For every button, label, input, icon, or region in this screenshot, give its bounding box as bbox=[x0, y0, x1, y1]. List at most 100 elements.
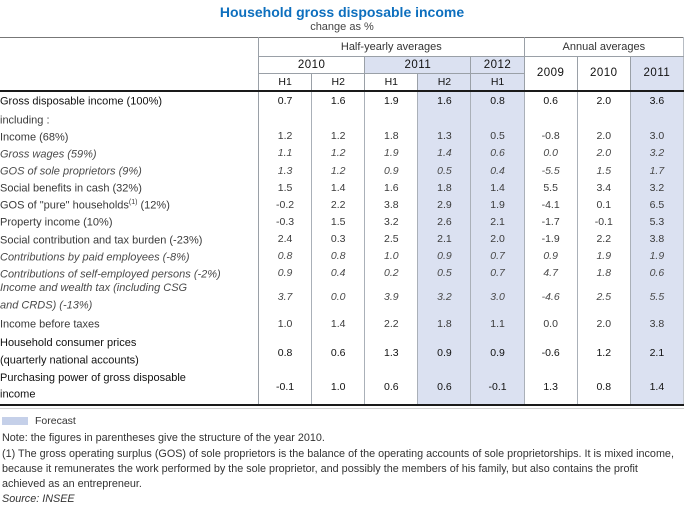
corner-cell bbox=[0, 37, 260, 92]
header-year-2011-annual: 2011 bbox=[630, 56, 684, 92]
value-cell: 2.0 bbox=[470, 230, 525, 248]
value-cell: 0.4 bbox=[470, 161, 525, 180]
header-h1-2012: H1 bbox=[470, 73, 525, 92]
value-cell: 2.1 bbox=[630, 334, 684, 371]
table-row: Gross disposable income (100%) 0.7 1.6 1.9… bbox=[0, 90, 684, 111]
header-year-2011-half: 2011 bbox=[364, 56, 472, 74]
forecast-swatch-icon bbox=[2, 416, 28, 425]
value-cell: 1.9 bbox=[364, 90, 419, 111]
value-cell: -5.5 bbox=[524, 161, 578, 180]
value-cell: -0.3 bbox=[258, 213, 313, 231]
value-cell: 1.4 bbox=[470, 179, 525, 197]
value-cell bbox=[258, 110, 313, 128]
header-year-2010-half: 2010 bbox=[258, 56, 366, 74]
table-underline bbox=[0, 407, 684, 409]
value-cell: 0.9 bbox=[417, 247, 472, 265]
table-row: Income and wealth tax (including CSG and… bbox=[0, 282, 684, 313]
value-cell: 3.2 bbox=[417, 282, 472, 313]
value-cell: 1.2 bbox=[311, 127, 366, 145]
note-structure: Note: the figures in parentheses give th… bbox=[2, 431, 325, 444]
value-cell: 2.0 bbox=[577, 312, 631, 335]
row-label: Social benefits in cash (32%) bbox=[0, 179, 260, 197]
value-cell: 0.6 bbox=[630, 264, 684, 283]
value-cell: 1.9 bbox=[470, 196, 525, 214]
value-cell: 0.9 bbox=[470, 334, 525, 371]
value-cell: 5.3 bbox=[630, 213, 684, 231]
value-cell: 6.5 bbox=[630, 196, 684, 214]
value-cell: -0.1 bbox=[470, 370, 525, 406]
value-cell bbox=[364, 110, 419, 128]
row-label: Income before taxes bbox=[0, 312, 260, 335]
value-cell: 2.0 bbox=[577, 90, 631, 111]
value-cell: -1.9 bbox=[524, 230, 578, 248]
page-title: Household gross disposable income bbox=[219, 4, 465, 20]
value-cell: 0.6 bbox=[417, 370, 472, 406]
header-year-2012-half: 2012 bbox=[470, 56, 525, 74]
row-label: GOS of sole proprietors (9%) bbox=[0, 161, 260, 180]
value-cell: 0.8 bbox=[470, 90, 525, 111]
value-cell: 2.9 bbox=[417, 196, 472, 214]
value-cell: 5.5 bbox=[524, 179, 578, 197]
table-body: Gross disposable income (100%) 0.7 1.6 1.9… bbox=[0, 90, 684, 406]
value-cell: 0.6 bbox=[470, 144, 525, 162]
value-cell: 0.8 bbox=[311, 247, 366, 265]
notes: Note: the figures in parentheses give th… bbox=[2, 431, 682, 492]
table-row: Contributions by paid employees (-8%) 0.… bbox=[0, 247, 684, 265]
value-cell: 3.2 bbox=[364, 213, 419, 231]
value-cell: 1.5 bbox=[258, 179, 313, 197]
value-cell: 3.2 bbox=[630, 144, 684, 162]
value-cell: 3.8 bbox=[630, 230, 684, 248]
page-subtitle: change as % bbox=[310, 21, 374, 33]
value-cell: 0.7 bbox=[470, 264, 525, 283]
value-cell: 3.8 bbox=[364, 196, 419, 214]
value-cell: 1.3 bbox=[364, 334, 419, 371]
value-cell: 2.2 bbox=[311, 196, 366, 214]
value-cell: -4.6 bbox=[524, 282, 578, 313]
value-cell: 1.4 bbox=[417, 144, 472, 162]
row-label: Social contribution and tax burden (-23%… bbox=[0, 230, 260, 248]
value-cell: 3.2 bbox=[630, 179, 684, 197]
table-row: Social contribution and tax burden (-23%… bbox=[0, 230, 684, 248]
value-cell: 1.8 bbox=[417, 312, 472, 335]
header-h2-2010: H2 bbox=[311, 73, 366, 92]
value-cell: 1.5 bbox=[311, 213, 366, 231]
row-label: Property income (10%) bbox=[0, 213, 260, 231]
value-cell: 1.6 bbox=[417, 90, 472, 111]
value-cell: 0.6 bbox=[364, 370, 419, 406]
value-cell: 1.2 bbox=[311, 144, 366, 162]
table-row: including : bbox=[0, 110, 684, 128]
table-row: Social benefits in cash (32%) 1.5 1.4 1.6 1… bbox=[0, 179, 684, 197]
value-cell bbox=[577, 110, 631, 128]
value-cell: -0.1 bbox=[258, 370, 313, 406]
value-cell: 0.5 bbox=[470, 127, 525, 145]
value-cell: 3.0 bbox=[630, 127, 684, 145]
value-cell: 0.5 bbox=[417, 161, 472, 180]
value-cell: 4.7 bbox=[524, 264, 578, 283]
value-cell: 0.0 bbox=[311, 282, 366, 313]
value-cell: 3.0 bbox=[470, 282, 525, 313]
value-cell: 0.8 bbox=[258, 334, 313, 371]
value-cell: 2.6 bbox=[417, 213, 472, 231]
value-cell: 1.3 bbox=[524, 370, 578, 406]
value-cell: -0.8 bbox=[524, 127, 578, 145]
value-cell: -4.1 bbox=[524, 196, 578, 214]
header-h1-2010: H1 bbox=[258, 73, 313, 92]
value-cell: 0.6 bbox=[311, 334, 366, 371]
table-row: Gross wages (59%) 1.1 1.2 1.9 1.4 0.6 0.0 2.0 3… bbox=[0, 144, 684, 162]
value-cell: 1.8 bbox=[364, 127, 419, 145]
row-label: including : bbox=[0, 110, 260, 128]
value-cell: -1.7 bbox=[524, 213, 578, 231]
header-year-row: 2010 2011 2012 2009 2010 2011 bbox=[0, 56, 684, 92]
value-cell: 0.6 bbox=[524, 90, 578, 111]
forecast-label: Forecast bbox=[35, 414, 76, 427]
income-table: Half-yearly averages Annual averages 201… bbox=[0, 37, 684, 406]
value-cell: 2.2 bbox=[364, 312, 419, 335]
value-cell: 2.2 bbox=[577, 230, 631, 248]
value-cell: 0.2 bbox=[364, 264, 419, 283]
table-row: GOS of "pure" households(1) (12%) -0.2 2.… bbox=[0, 196, 684, 214]
row-label: GOS of "pure" households(1) (12%) bbox=[0, 196, 260, 214]
value-cell: 0.1 bbox=[577, 196, 631, 214]
value-cell: 0.9 bbox=[417, 334, 472, 371]
value-cell: 1.7 bbox=[630, 161, 684, 180]
value-cell: 3.6 bbox=[630, 90, 684, 111]
